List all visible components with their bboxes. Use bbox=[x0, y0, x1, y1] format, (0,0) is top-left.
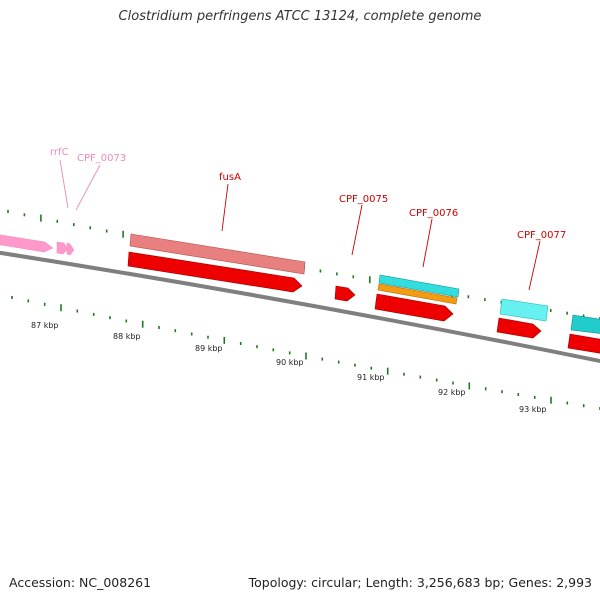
rrfc-leader-line bbox=[59, 159, 69, 209]
cpf-0076-feature-cyan bbox=[378, 274, 460, 298]
major-tick-mark bbox=[223, 336, 226, 344]
cpf-0077-gene-label: CPF_0077 bbox=[517, 230, 566, 241]
major-tick-mark bbox=[40, 214, 42, 222]
next-cds-arrow bbox=[567, 333, 600, 354]
kbp-label-90: 90 kbp bbox=[276, 358, 304, 367]
fusa-cds-arrow bbox=[127, 251, 303, 293]
minor-tick-mark bbox=[336, 272, 338, 276]
minor-tick-mark bbox=[566, 311, 568, 315]
minor-tick-mark bbox=[73, 223, 75, 227]
major-tick-mark bbox=[369, 276, 371, 284]
fusa-gene-bar-upper bbox=[129, 233, 306, 275]
minor-tick-mark bbox=[517, 393, 520, 396]
minor-tick-mark bbox=[109, 316, 111, 320]
major-tick-mark bbox=[468, 382, 471, 390]
kbp-label-87: 87 kbp bbox=[31, 321, 59, 330]
cpf-0076-cds-arrow bbox=[374, 293, 454, 322]
minor-tick-mark bbox=[501, 390, 503, 394]
label-leader-lines bbox=[59, 159, 541, 291]
minor-tick-mark bbox=[92, 312, 95, 316]
minor-tick-mark bbox=[319, 269, 322, 273]
minor-tick-mark bbox=[582, 404, 585, 408]
major-tick-mark bbox=[141, 320, 144, 328]
kbp-label-88: 88 kbp bbox=[113, 332, 141, 341]
kbp-label-89: 89 kbp bbox=[195, 344, 223, 353]
accession-text: Accession: NC_008261 bbox=[9, 575, 152, 590]
cpf-0077-leader-line bbox=[528, 240, 541, 291]
minor-tick-mark bbox=[467, 295, 470, 299]
cpf-0077-feature-cyan bbox=[499, 298, 549, 322]
minor-tick-mark bbox=[11, 296, 13, 299]
minor-tick-mark bbox=[582, 314, 585, 318]
minor-tick-mark bbox=[337, 360, 340, 364]
cpf-0075-leader-line bbox=[351, 204, 363, 256]
cpf-0073-gene-label: CPF_0073 bbox=[77, 153, 126, 164]
rrna-feature-arrow bbox=[0, 234, 54, 253]
minor-tick-mark bbox=[43, 302, 46, 306]
minor-tick-mark bbox=[288, 351, 291, 355]
backbone-line bbox=[0, 250, 600, 364]
fusa-leader-line bbox=[221, 183, 229, 232]
major-tick-mark bbox=[550, 396, 552, 404]
kbp-label-93: 93 kbp bbox=[519, 405, 547, 414]
minor-tick-mark bbox=[23, 213, 26, 217]
kbp-label-91: 91 kbp bbox=[357, 373, 385, 382]
kbp-scale-labels: 87 kbp 88 kbp 89 kbp 90 kbp 91 kbp 92 kb… bbox=[31, 321, 547, 414]
minor-tick-mark bbox=[190, 332, 193, 336]
genome-summary-text: Topology: circular; Length: 3,256,683 bp… bbox=[248, 575, 592, 590]
minor-tick-mark bbox=[452, 381, 454, 385]
cpf-0077-cds-arrow bbox=[496, 317, 542, 339]
minor-tick-mark bbox=[484, 387, 487, 391]
feature-track-forward bbox=[0, 233, 600, 334]
minor-tick-mark bbox=[7, 210, 9, 213]
rrfc-gene-label: rrfC bbox=[50, 147, 69, 158]
map-title: Clostridium perfringens ATCC 13124, comp… bbox=[118, 9, 482, 24]
rrfc-feature-arrow bbox=[56, 241, 69, 255]
minor-tick-mark bbox=[435, 378, 438, 382]
minor-tick-mark bbox=[207, 335, 209, 339]
cpf-0075-gene-label: CPF_0075 bbox=[339, 194, 388, 205]
major-tick-mark bbox=[60, 304, 62, 312]
fusa-gene-label: fusA bbox=[219, 172, 241, 183]
minor-tick-mark bbox=[56, 219, 59, 223]
cpf-0076-feature-orange bbox=[377, 283, 458, 305]
minor-tick-mark bbox=[174, 329, 177, 333]
gene-labels: rrfC CPF_0073 fusA CPF_0075 CPF_0076 CPF… bbox=[50, 147, 566, 241]
minor-tick-mark bbox=[354, 363, 356, 367]
lower-tick-track bbox=[11, 296, 600, 410]
minor-tick-mark bbox=[352, 275, 355, 279]
minor-tick-mark bbox=[484, 298, 486, 302]
minor-tick-mark bbox=[89, 226, 91, 230]
minor-tick-mark bbox=[566, 401, 569, 405]
minor-tick-mark bbox=[27, 299, 30, 303]
minor-tick-mark bbox=[76, 309, 79, 313]
cpf-0073-feature-arrow bbox=[66, 242, 75, 256]
minor-tick-mark bbox=[533, 395, 536, 399]
minor-tick-mark bbox=[256, 345, 258, 349]
minor-tick-mark bbox=[419, 375, 422, 379]
minor-tick-mark bbox=[403, 372, 405, 376]
feature-track-cds bbox=[127, 251, 600, 354]
major-tick-mark bbox=[122, 230, 124, 238]
minor-tick-mark bbox=[105, 229, 108, 233]
next-feature-teal bbox=[570, 314, 600, 334]
minor-tick-mark bbox=[549, 309, 552, 312]
major-tick-mark bbox=[305, 352, 307, 360]
minor-tick-mark bbox=[272, 348, 275, 352]
cpf-0076-leader-line bbox=[422, 218, 433, 268]
cpf-0075-cds-arrow bbox=[334, 285, 356, 302]
minor-tick-mark bbox=[239, 342, 242, 345]
cpf-0076-gene-label: CPF_0076 bbox=[409, 208, 458, 219]
minor-tick-mark bbox=[158, 326, 160, 329]
cpf-0073-leader-line bbox=[75, 164, 101, 211]
minor-tick-mark bbox=[125, 319, 128, 323]
minor-tick-mark bbox=[321, 357, 324, 361]
minor-tick-mark bbox=[370, 366, 373, 370]
kbp-label-92: 92 kbp bbox=[438, 388, 466, 397]
major-tick-mark bbox=[386, 367, 389, 375]
